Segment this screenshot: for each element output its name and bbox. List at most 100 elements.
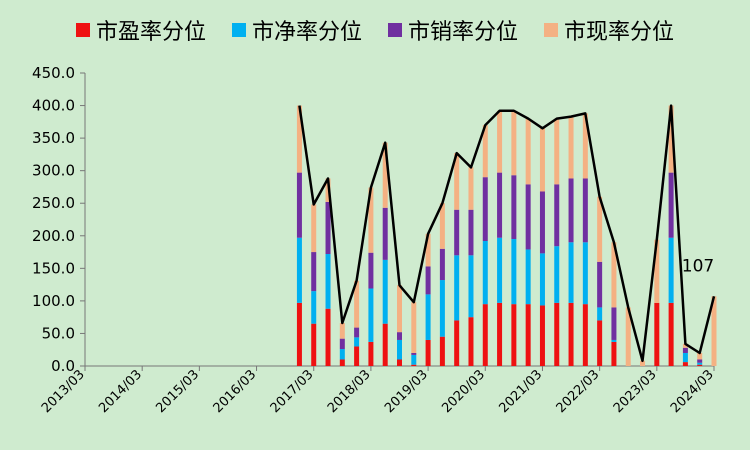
x-tick-label: 2020/03 — [439, 367, 488, 416]
bar-segment-pb — [468, 255, 474, 318]
bar-segment-pcf — [382, 142, 388, 208]
y-tick-label: 200.0 — [32, 227, 75, 245]
bar-segment-pb — [611, 339, 617, 342]
bar-segment-pb — [325, 254, 331, 309]
bar-segment-pcf — [711, 296, 717, 366]
bar-segment-ps — [468, 209, 474, 256]
bar-segment-pe — [339, 359, 345, 366]
bar-segment-pb — [411, 354, 417, 365]
bar-segment-ps — [382, 207, 388, 260]
bar-segment-pb — [311, 291, 317, 324]
bar-segment-pcf — [468, 167, 474, 210]
x-tick-label: 2019/03 — [382, 367, 431, 416]
bar-segment-ps — [668, 172, 674, 238]
bar-segment-ps — [611, 307, 617, 340]
bar-segment-pcf — [311, 204, 317, 253]
bar-segment-pb — [582, 242, 588, 305]
bar-segment-pe — [454, 320, 460, 366]
bar-segment-ps — [525, 184, 531, 250]
bar-segment-pb — [682, 352, 688, 363]
legend-item-pe: 市盈率分位 — [75, 14, 206, 46]
bar-segment-pb — [454, 255, 460, 321]
bar-segment-pcf — [611, 242, 617, 308]
legend-swatch-pb — [231, 23, 246, 37]
bar-segment-pcf — [397, 285, 402, 333]
bar-segment-pe — [654, 302, 660, 366]
bar-segment-ps — [411, 352, 417, 355]
bar-segment-pb — [539, 253, 545, 306]
bar-segment-pe — [597, 320, 603, 366]
bar-segment-ps — [697, 359, 703, 363]
total-line — [298, 104, 716, 363]
bar-segment-pe — [397, 359, 402, 366]
annotation-label: 107 — [682, 256, 714, 276]
y-tick-label: 400.0 — [32, 97, 75, 115]
bar-segment-ps — [511, 175, 517, 240]
bar-segment-pe — [539, 305, 545, 366]
bar-segment-pe — [439, 336, 445, 366]
y-tick-label: 0.0 — [51, 357, 75, 375]
bar-segment-pb — [296, 237, 302, 303]
legend-label-ps: 市销率分位 — [408, 20, 519, 45]
bar-segment-pe — [682, 362, 688, 366]
x-tick-label: 2021/03 — [496, 367, 545, 416]
bar-segment-ps — [554, 184, 560, 247]
bar-segment-ps — [425, 266, 431, 295]
x-tick-label: 2017/03 — [268, 367, 317, 416]
bar-segment-ps — [454, 209, 460, 256]
bar-segment-pcf — [539, 128, 545, 192]
bar-segment-pcf — [525, 118, 531, 185]
bar-segment-pe — [468, 317, 474, 366]
bar-segment-pcf — [582, 113, 588, 179]
bar-segment-ps — [568, 178, 574, 243]
bar-segment-pe — [697, 364, 703, 366]
bar-segment-ps — [439, 248, 445, 281]
bar-segment-pe — [525, 304, 531, 366]
x-tick-label: 2022/03 — [554, 367, 603, 416]
bar-segment-pe — [311, 323, 317, 366]
bar-segment-ps — [311, 252, 317, 292]
legend-item-pcf: 市现率分位 — [544, 14, 674, 46]
bar-segment-pcf — [339, 323, 345, 339]
bar-segment-pe — [511, 304, 517, 366]
bar-segment-pcf — [425, 233, 431, 267]
bar-segment-pcf — [668, 105, 674, 173]
bar-segment-ps — [497, 172, 503, 238]
total-line-layer — [298, 104, 716, 363]
bar-segment-pe — [611, 341, 617, 366]
bar-segment-pcf — [625, 307, 631, 366]
legend-swatch-pcf — [544, 23, 559, 37]
bar-segment-pb — [697, 362, 703, 365]
bar-segment-pb — [482, 240, 488, 305]
bar-segment-pe — [411, 364, 417, 366]
x-tick-label: 2014/03 — [96, 367, 145, 416]
y-axis: 0.0 50.0 100.0 150.0 200.0 250.0 300.0 350.0 400… — [32, 64, 86, 375]
bar-segment-ps — [325, 201, 331, 255]
bar-segment-ps — [339, 338, 345, 350]
bar-segment-pb — [525, 249, 531, 305]
y-tick-label: 50.0 — [42, 324, 75, 342]
bar-segment-pcf — [497, 110, 503, 173]
bar-segment-pb — [568, 242, 574, 303]
bar-segment-pb — [597, 307, 603, 321]
y-tick-label: 450.0 — [32, 64, 75, 82]
bar-segment-pe — [354, 346, 360, 366]
x-tick-label: 2023/03 — [611, 367, 660, 416]
bar-segment-pcf — [482, 125, 488, 178]
y-tick-label: 100.0 — [32, 292, 75, 310]
bar-segment-pcf — [296, 105, 302, 173]
legend-label-pe: 市盈率分位 — [95, 20, 206, 45]
bar-segment-pcf — [411, 302, 417, 353]
y-tick-label: 300.0 — [32, 162, 75, 180]
x-tick-label: 2016/03 — [211, 367, 260, 416]
bar-segment-ps — [354, 327, 360, 338]
bar-segment-pcf — [439, 203, 445, 249]
bar-segment-pcf — [682, 343, 688, 348]
bar-segment-pcf — [454, 153, 460, 210]
legend-swatch-pe — [75, 23, 90, 37]
bar-segment-pcf — [511, 110, 517, 176]
bar-segment-ps — [482, 177, 488, 241]
legend: 市盈率分位 市净率分位 市销率分位 市现率分位 — [0, 10, 750, 50]
bar-segment-pe — [668, 302, 674, 366]
